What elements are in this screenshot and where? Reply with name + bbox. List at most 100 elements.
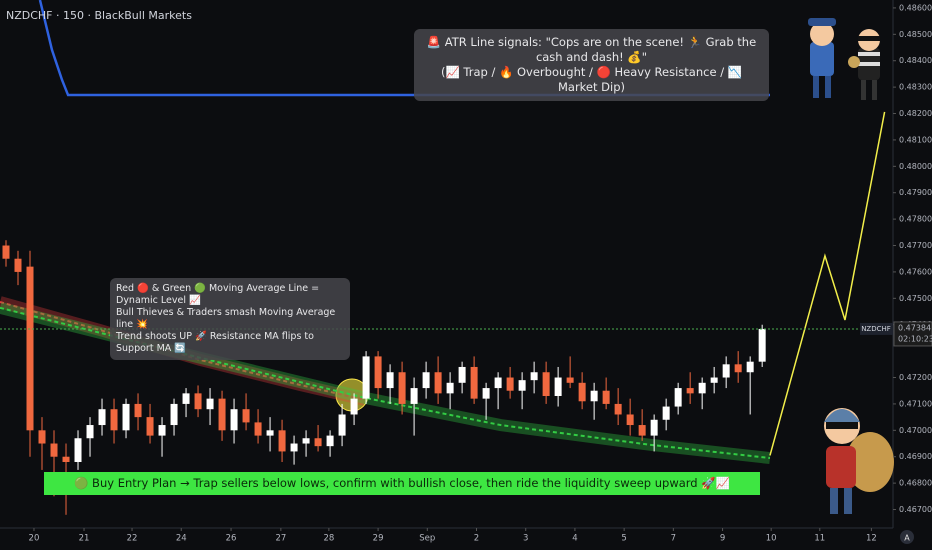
- svg-text:A: A: [904, 534, 910, 543]
- candle-body: [362, 356, 370, 399]
- atr-annotation: 🚨 ATR Line signals: "Cops are on the sce…: [414, 29, 769, 101]
- x-tick-label: 27: [275, 534, 286, 544]
- y-tick-label: 0.48000: [899, 162, 932, 171]
- indicator-line: [38, 0, 770, 97]
- candle-body: [230, 409, 238, 431]
- candle-body: [314, 438, 322, 447]
- candle-body: [170, 403, 178, 426]
- annotation-line: (📈 Trap / 🔥 Overbought / 🔴 Heavy Resista…: [440, 65, 743, 94]
- y-tick-label: 0.47700: [899, 241, 932, 250]
- y-tick-label: 0.46700: [899, 505, 932, 514]
- y-tick-label: 0.47200: [899, 373, 932, 382]
- candle-body: [458, 366, 466, 383]
- candle-body: [482, 388, 490, 399]
- candle-body: [506, 377, 514, 391]
- cop-cartoon: [808, 18, 836, 98]
- candle-body: [62, 456, 70, 462]
- candle-body: [206, 398, 214, 410]
- candle-body: [410, 388, 418, 404]
- candle-body: [338, 414, 346, 436]
- y-tick-label: 0.48200: [899, 109, 932, 118]
- candle-body: [194, 393, 202, 410]
- candle-body: [242, 409, 250, 423]
- candle-body: [290, 443, 298, 452]
- candle-body: [122, 403, 130, 431]
- annotation-line: Trend shoots UP 🚀 Resistance MA flips to…: [116, 331, 314, 354]
- price-axis: [893, 0, 932, 550]
- x-tick-label: 10: [766, 534, 777, 544]
- candle-body: [98, 409, 106, 426]
- y-tick-label: 0.47100: [899, 399, 932, 408]
- candle-body: [434, 372, 442, 394]
- x-tick-label: 28: [323, 534, 334, 544]
- candle-body: [614, 403, 622, 415]
- candle-body: [698, 382, 706, 394]
- x-tick-label: 21: [79, 534, 90, 544]
- chart-header: NZDCHF · 150 · BlackBull Markets: [6, 9, 192, 22]
- annotation-line: 🚨 ATR Line signals: "Cops are on the sce…: [426, 35, 757, 64]
- candle-body: [542, 372, 550, 396]
- candle-body: [674, 388, 682, 407]
- y-tick-label: 0.48500: [899, 30, 932, 39]
- price-tag: 0.47384: [898, 323, 931, 332]
- candle-body: [422, 372, 430, 389]
- candle-body: [2, 245, 10, 259]
- x-tick-label: 11: [814, 534, 825, 544]
- candle-body: [146, 417, 154, 436]
- symbol-tag: NZDCHF: [861, 325, 891, 333]
- candle-body: [14, 258, 22, 272]
- candle-body: [398, 372, 406, 404]
- tv-logo: A: [900, 530, 914, 544]
- ma-annotation: Red 🔴 & Green 🟢 Moving Average Line = Dy…: [110, 278, 350, 360]
- x-tick-label: 7: [671, 534, 676, 544]
- candle-body: [302, 438, 310, 444]
- candle-body: [158, 425, 166, 436]
- indicator-line: [769, 111, 886, 456]
- annotation-line: Red 🔴 & Green 🟢 Moving Average Line = Dy…: [116, 283, 320, 306]
- y-tick-label: 0.48300: [899, 83, 932, 92]
- candle-body: [218, 398, 226, 431]
- candle-body: [518, 380, 526, 391]
- candle-body: [746, 361, 754, 373]
- candle-body: [758, 328, 766, 362]
- y-tick-label: 0.46900: [899, 452, 932, 461]
- y-tick-label: 0.47600: [899, 267, 932, 276]
- candle-body: [638, 425, 646, 436]
- y-tick-label: 0.48400: [899, 56, 932, 65]
- candle-body: [662, 406, 670, 420]
- candle-body: [26, 266, 34, 431]
- candle-body: [578, 382, 586, 402]
- y-tick-label: 0.47800: [899, 215, 932, 224]
- candle-body: [494, 377, 502, 389]
- countdown: 02:10:23: [898, 334, 932, 343]
- candle-body: [470, 366, 478, 399]
- candle-body: [566, 377, 574, 383]
- plan-banner: 🟢 Buy Entry Plan → Trap sellers below lo…: [44, 472, 760, 495]
- price-tag-bg: [893, 321, 932, 347]
- candle-body: [374, 356, 382, 389]
- candle-body: [266, 430, 274, 436]
- x-tick-label: 4: [572, 534, 577, 544]
- candle-body: [254, 422, 262, 436]
- y-tick-label: 0.46800: [899, 479, 932, 488]
- candle-body: [602, 390, 610, 404]
- x-tick-label: 9: [720, 534, 725, 544]
- annotation-line: Bull Thieves & Traders smash Moving Aver…: [116, 307, 336, 330]
- bandit-cartoon: [824, 408, 894, 514]
- candle-body: [350, 398, 358, 415]
- candle-body: [86, 425, 94, 439]
- x-tick-label: 29: [373, 534, 384, 544]
- y-tick-label: 0.48600: [899, 3, 932, 12]
- candle-body: [626, 414, 634, 426]
- candle-body: [326, 435, 334, 447]
- x-tick-label: Sep: [419, 534, 435, 544]
- candle-body: [278, 430, 286, 452]
- x-tick-label: 3: [523, 534, 528, 544]
- x-tick-label: 22: [127, 534, 138, 544]
- candle-body: [686, 388, 694, 394]
- x-tick-label: 5: [621, 534, 626, 544]
- candle-body: [722, 364, 730, 378]
- candle-body: [110, 409, 118, 431]
- y-tick-label: 0.47000: [899, 426, 932, 435]
